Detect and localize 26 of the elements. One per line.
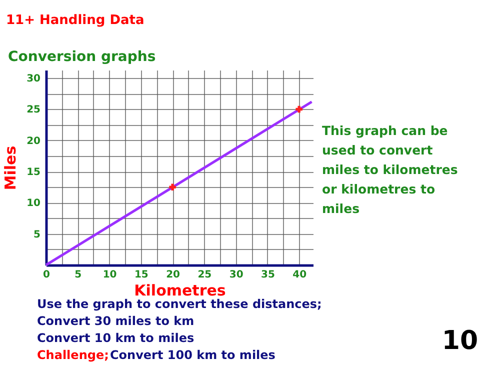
text: Convert 100 km to miles [110, 348, 276, 362]
text: Challenge; [37, 348, 109, 362]
x-axis-title: Kilometres [134, 282, 226, 300]
text: 10 [442, 326, 478, 356]
y-tick-label: 5 [34, 229, 41, 240]
x-tick-label: 15 [134, 270, 148, 280]
x-tick-label: 30 [229, 270, 244, 280]
y-tick-label: 20 [26, 136, 41, 147]
x-tick-label: 40 [292, 270, 307, 280]
y-tick-label: 30 [26, 74, 41, 85]
x-tick-label: 10 [102, 270, 117, 280]
text: Use the graph to convert these distances; [37, 297, 322, 311]
text: This graph can be used to convert miles to kilometres or kilometres to miles [322, 123, 458, 216]
chart-subtitle: Conversion graphs [8, 49, 156, 65]
chart-title: 11+ Handling Data [6, 13, 144, 28]
x-tick-label: 25 [198, 270, 212, 280]
y-axis-title: Miles [2, 146, 20, 190]
y-tick-label: 25 [26, 104, 41, 116]
text: Convert 10 km to miles [37, 331, 194, 345]
x-tick-label: 0 [43, 270, 50, 280]
y-tick-label: 10 [26, 198, 41, 210]
x-tick-label: 5 [74, 270, 82, 280]
text: Convert 30 miles to km [37, 314, 194, 328]
x-tick-label: 35 [260, 270, 275, 280]
y-tick-label: 15 [26, 167, 41, 178]
x-tick-label: 20 [166, 270, 180, 280]
